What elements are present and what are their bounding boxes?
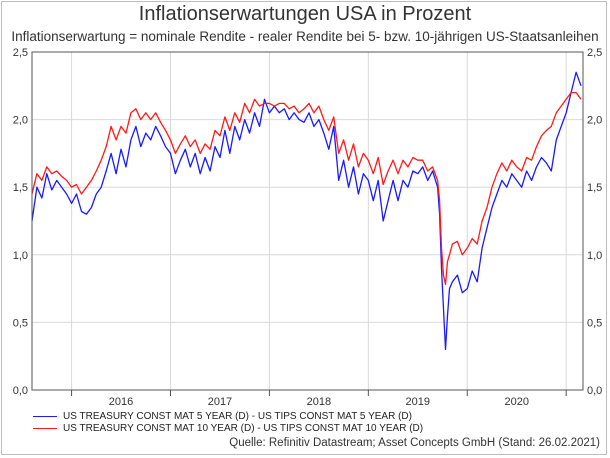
legend-item-5y: US TREASURY CONST MAT 5 YEAR (D) - US TI… — [33, 411, 412, 422]
legend-item-10y: US TREASURY CONST MAT 10 YEAR (D) - US T… — [33, 423, 423, 434]
legend-swatch-10y — [33, 427, 57, 429]
y-tick-label-right: 0,0 — [587, 385, 602, 397]
series-line-5y — [31, 71, 582, 351]
x-tick-label: 2019 — [406, 396, 430, 408]
chart-subtitle: Inflationserwartung = nominale Rendite -… — [11, 29, 599, 44]
y-tick-label-right: 1,0 — [587, 250, 602, 262]
y-tick-label-left: 0,5 — [13, 317, 28, 329]
y-tick-label-right: 1,5 — [587, 182, 602, 194]
source-note: Quelle: Refinitiv Datastream; Asset Conc… — [229, 437, 600, 449]
y-tick-label-left: 0,0 — [13, 385, 28, 397]
x-tick-label: 2016 — [109, 396, 133, 408]
y-tick-label-right: 2,5 — [587, 47, 602, 59]
plot-area — [32, 52, 583, 390]
y-tick-label-left: 1,5 — [13, 182, 28, 194]
x-tick-label: 2018 — [307, 396, 331, 408]
legend-label-5y: US TREASURY CONST MAT 5 YEAR (D) - US TI… — [63, 411, 412, 422]
series-line-10y — [31, 91, 582, 286]
x-tick-label: 2017 — [208, 396, 232, 408]
legend-label-10y: US TREASURY CONST MAT 10 YEAR (D) - US T… — [63, 423, 424, 434]
plot-border — [31, 51, 584, 391]
y-tick-label-left: 2,0 — [13, 115, 28, 127]
y-tick-label-right: 0,5 — [587, 317, 602, 329]
x-tick-label: 2020 — [504, 396, 528, 408]
y-tick-label-right: 2,0 — [587, 115, 602, 127]
legend-swatch-5y — [33, 415, 57, 417]
y-tick-label-left: 2,5 — [13, 47, 28, 59]
chart-title: Inflationserwartungen USA in Prozent — [138, 3, 472, 25]
y-tick-label-left: 1,0 — [13, 250, 28, 262]
